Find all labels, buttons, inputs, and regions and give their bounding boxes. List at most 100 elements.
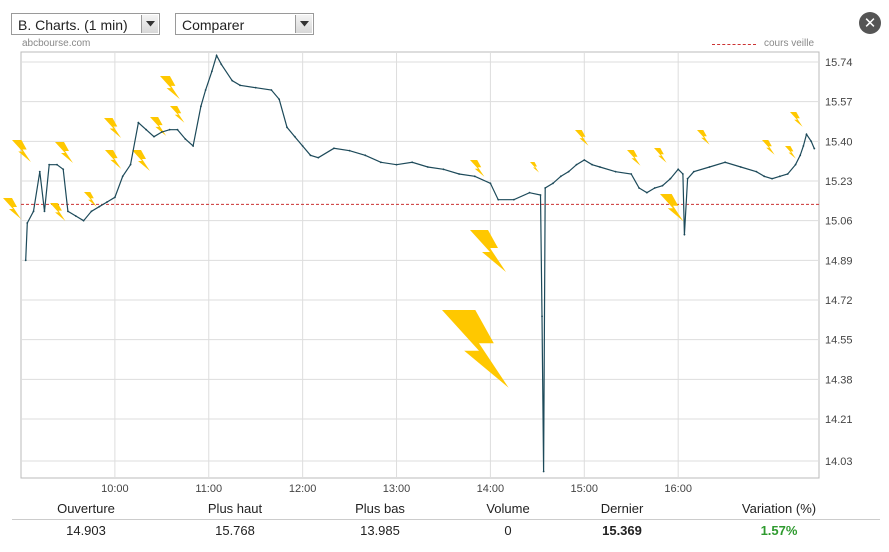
y-tick-label: 14.03: [825, 456, 853, 468]
stats-table: Ouverture Plus haut Plus bas Volume Dern…: [12, 500, 880, 542]
price-point: [645, 191, 648, 194]
price-point: [200, 105, 202, 108]
chevron-down-icon[interactable]: [295, 15, 312, 33]
price-point: [98, 205, 101, 208]
lightning-icon: [660, 194, 684, 222]
price-point: [62, 168, 65, 171]
price-point: [278, 98, 281, 101]
price-point: [121, 175, 124, 178]
price-point: [681, 173, 684, 175]
price-point: [333, 147, 335, 150]
stats-volume-value: 0: [504, 523, 512, 538]
price-point: [552, 182, 554, 185]
chevron-down-icon[interactable]: [141, 15, 158, 33]
price-point: [317, 156, 320, 159]
lightning-icon: [575, 130, 589, 146]
price-point: [458, 173, 461, 175]
price-point: [799, 154, 802, 157]
price-point: [541, 315, 543, 318]
lightning-icon: [104, 118, 122, 138]
price-point: [683, 233, 686, 236]
x-tick-label: 10:00: [101, 483, 129, 495]
price-point: [395, 163, 398, 166]
price-point: [805, 133, 808, 136]
price-point: [630, 173, 633, 175]
y-tick-label: 14.55: [825, 335, 853, 347]
x-tick-label: 13:00: [383, 483, 411, 495]
lightning-icon: [50, 203, 66, 221]
price-point: [708, 166, 711, 168]
y-tick-label: 15.06: [825, 216, 853, 228]
stats-divider: [12, 519, 880, 520]
price-point: [379, 161, 382, 164]
price-point: [473, 175, 476, 178]
price-point: [137, 121, 140, 124]
lightning-icon: [470, 160, 485, 177]
x-tick-label: 14:00: [477, 483, 505, 495]
price-point: [254, 86, 257, 89]
price-point: [301, 145, 304, 147]
compare-select-value: Comparer: [182, 17, 245, 33]
close-icon[interactable]: ✕: [859, 12, 881, 34]
y-tick-label: 14.38: [825, 374, 853, 386]
x-tick-label: 12:00: [289, 483, 317, 495]
price-point: [489, 182, 492, 185]
lightning-icon: [55, 142, 73, 163]
price-point: [74, 215, 77, 217]
price-point: [512, 198, 515, 201]
price-point: [145, 128, 148, 131]
price-point: [184, 138, 187, 140]
price-point: [231, 79, 234, 82]
price-point: [129, 163, 132, 166]
y-tick-label: 14.21: [825, 414, 853, 426]
price-point: [364, 154, 367, 157]
price-point: [309, 154, 312, 157]
price-point: [575, 163, 578, 166]
chart-type-select[interactable]: B. Charts. (1 min): [11, 13, 160, 35]
price-point: [38, 170, 41, 173]
price-point: [739, 166, 742, 168]
price-point: [763, 175, 766, 178]
price-point: [67, 210, 69, 213]
price-point: [220, 63, 223, 66]
price-point: [153, 135, 155, 138]
price-point: [638, 187, 640, 189]
lightning-icon: [790, 112, 803, 127]
price-point: [771, 177, 773, 180]
lightning-icon: [654, 148, 667, 163]
price-point: [794, 163, 797, 166]
price-point: [82, 219, 85, 222]
lightning-icon: [530, 162, 539, 173]
compare-select[interactable]: Comparer: [175, 13, 314, 35]
lightning-icon: [84, 192, 97, 207]
stats-variation-value: 1.57%: [760, 523, 798, 538]
price-point: [614, 170, 617, 173]
price-point: [692, 170, 695, 173]
price-point: [293, 135, 296, 138]
stats-open-value: 14.903: [66, 523, 106, 538]
legend-label: cours veille: [764, 38, 815, 49]
price-point: [653, 187, 656, 189]
x-tick-label: 16:00: [664, 483, 692, 495]
intraday-chart: 15.74 15.57 15.40 15.23 15.06 14.89 14.72 14.55…: [3, 51, 853, 495]
chart-type-select-value: B. Charts. (1 min): [18, 17, 128, 33]
price-point: [677, 168, 680, 171]
price-point: [210, 70, 213, 73]
price-point: [686, 177, 689, 180]
lightning-icon: [170, 106, 185, 123]
x-tick-label: 11:00: [195, 483, 222, 495]
x-tick-label: 15:00: [571, 483, 599, 495]
stats-header: Variation (%): [741, 501, 817, 516]
price-point: [544, 187, 547, 189]
price-point: [286, 126, 288, 129]
y-tick-label: 14.89: [825, 255, 853, 267]
price-point: [426, 166, 429, 168]
y-tick-label: 15.23: [825, 176, 853, 188]
plot-area: [20, 51, 820, 479]
y-tick-label: 14.72: [825, 295, 853, 307]
lightning-icon: [442, 310, 509, 388]
lightning-icon: [762, 140, 775, 155]
price-point: [270, 89, 273, 91]
price-point: [204, 89, 207, 91]
price-point: [497, 198, 500, 201]
